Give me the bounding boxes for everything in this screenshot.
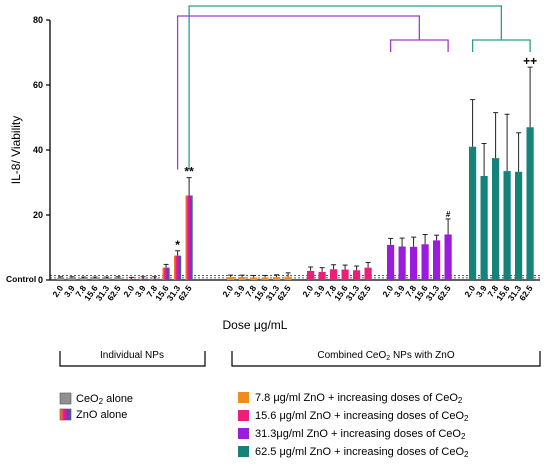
significance-brackets [176,5,531,170]
bar-zno [162,267,170,280]
group-label-combined: Combined CeO2 NPs with ZnO [317,350,455,362]
x-axis-label: Dose μg/mL [223,318,288,332]
bar-ceo2 [91,278,99,280]
bracket-purple-group [389,39,449,52]
y-tick-label: 20 [33,210,43,220]
legend-swatch-zno156 [238,410,249,421]
bracket-teal-group [471,39,531,52]
group-label-individual: Individual NPs [100,350,164,361]
bar-zno625 [526,127,534,280]
bar-ceo2 [103,278,111,280]
bar-zno625 [503,171,511,280]
group-bracket-individual: Individual NPs [59,350,206,367]
bar-zno78 [284,276,292,280]
bar-zno [139,278,147,280]
bar-zno78 [261,277,269,280]
x-tick-label: 62.5 [176,283,194,303]
legend-swatch-zno625 [238,446,249,457]
y-axis-label: IL-8/ Viability [9,116,23,184]
x-tick-label: 62.5 [355,283,373,303]
x-tick-label: 62.5 [275,283,293,303]
significance-marker: # [446,210,451,219]
bar-zno313 [387,244,395,280]
control-label: Control [6,274,36,284]
bar-zno625 [515,171,523,280]
significance-marker: ++ [523,54,537,68]
legend-label-zno: ZnO alone [76,409,127,421]
y-tick-label: 40 [33,145,43,155]
x-tick-labels: 2.03.97.815.631.362.52.03.97.815.631.362… [50,283,535,303]
legend-label-zno156: 15.6 μg/ml ZnO + increasing doses of CeO… [255,410,469,423]
group-bracket-combined: Combined CeO2 NPs with ZnO [231,350,541,367]
bar-zno156 [341,269,349,280]
legend-label-zno625: 62.5 μg/ml ZnO + increasing doses of CeO… [255,446,469,459]
y-tick-label: 60 [33,80,43,90]
axes: 0 20 40 60 80 [33,15,540,285]
bracket-purple-long [176,15,420,170]
bar-zno [151,278,159,280]
bar-zno [174,255,182,280]
bar-ceo2 [57,277,65,280]
bar-zno156 [364,267,372,280]
bar-zno78 [227,277,235,280]
bar-zno78 [250,277,258,280]
significance-marker: * [175,238,180,252]
bar-ceo2 [68,277,76,280]
legend-label-zno313: 31.3μg/ml ZnO + increasing doses of CeO2 [255,428,466,441]
legend-left: CeO2 alone ZnO alone [59,392,133,421]
x-tick-label: 62.5 [517,283,535,303]
bar-zno313 [421,244,429,280]
bar-ceo2 [80,278,88,280]
bar-zno78 [273,277,281,280]
legend-label-zno78: 7.8 μg/ml ZnO + increasing doses of CeO2 [255,392,463,405]
bar-zno156 [353,270,361,280]
legend-label-ceo2: CeO2 alone [76,393,133,406]
bar-zno313 [410,246,418,280]
bar-zno156 [318,271,326,280]
y-tick-label: 0 [38,275,43,285]
bar-zno78 [238,277,246,280]
bar-zno [185,195,193,280]
bar-zno313 [433,240,441,280]
bar-zno156 [307,270,315,280]
bar-ceo2 [114,277,122,280]
y-tick-label: 80 [33,15,43,25]
bars: ***#++ [57,54,537,280]
legend-swatch-zno313 [238,428,249,439]
legend-swatch-zno78 [238,392,249,403]
bar-zno156 [330,269,338,280]
bar-zno [128,279,136,280]
bar-zno625 [480,176,488,280]
bar-zno313 [398,246,406,280]
legend-right: 7.8 μg/ml ZnO + increasing doses of CeO2… [238,392,469,459]
bracket-teal-long [188,5,502,170]
bar-zno625 [492,158,500,280]
legend-swatch-zno [59,408,72,421]
legend-swatch-ceo2 [59,392,72,405]
x-tick-label: 62.5 [435,283,453,303]
bar-zno625 [469,146,477,280]
significance-marker: ** [184,165,194,179]
bar-zno313 [444,234,452,280]
